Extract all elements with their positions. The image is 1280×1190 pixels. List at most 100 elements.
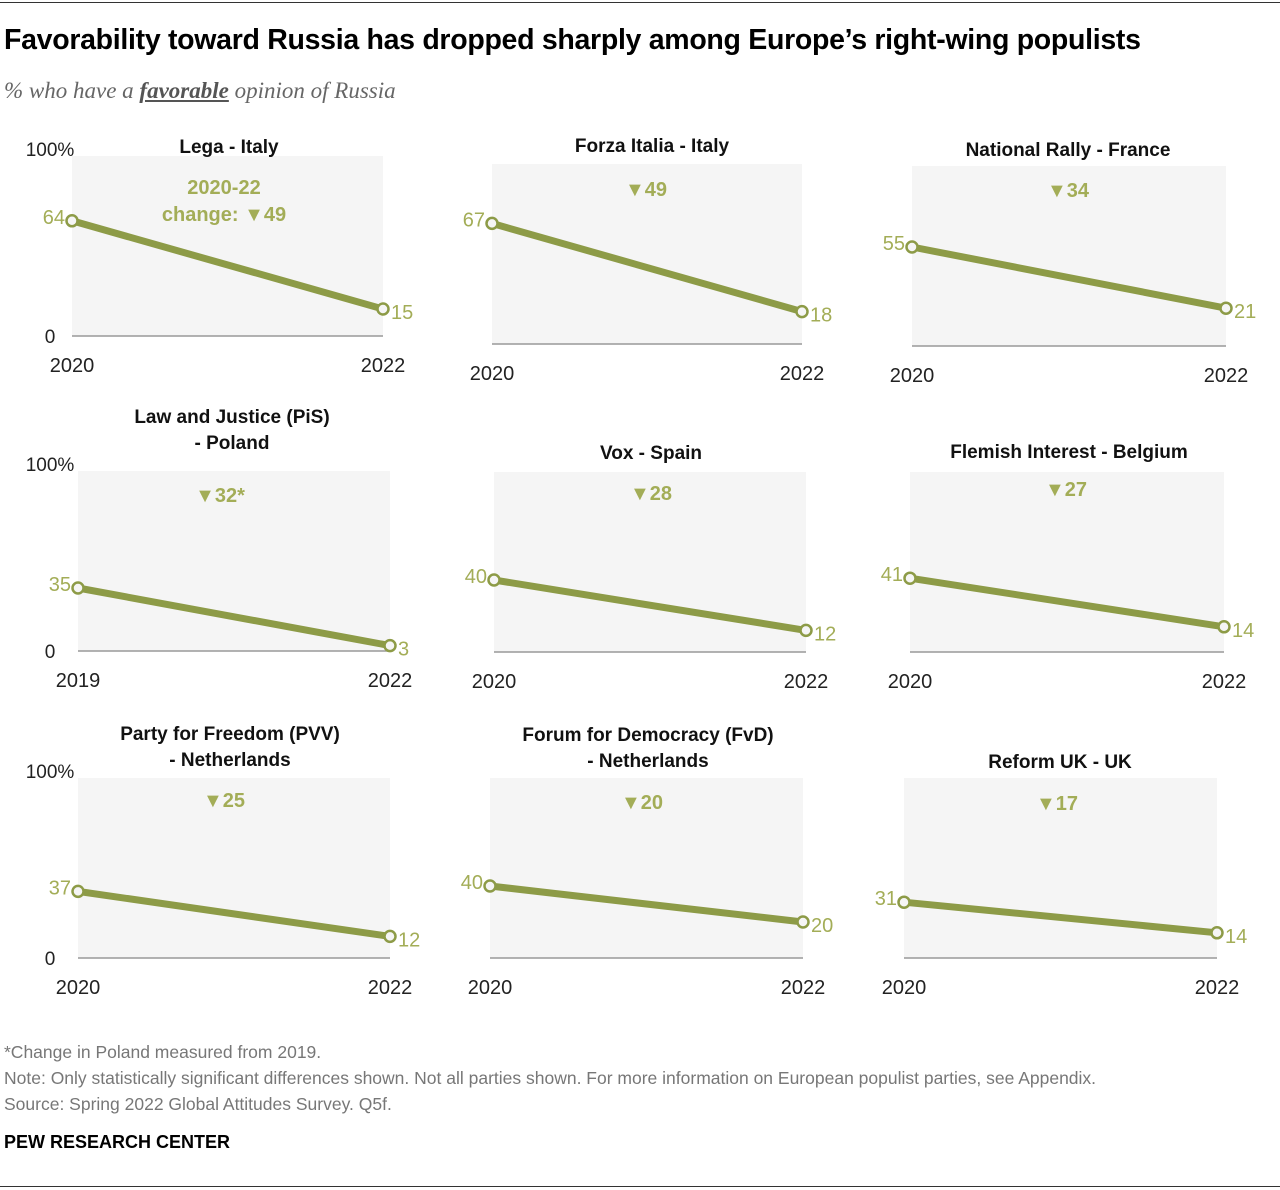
plot-area bbox=[492, 164, 802, 344]
data-point bbox=[65, 214, 79, 228]
panel-title: - Netherlands bbox=[169, 750, 290, 771]
data-label: 31 bbox=[875, 888, 897, 910]
panel-title: Lega - Italy bbox=[179, 137, 279, 158]
data-point bbox=[376, 302, 390, 316]
x-tick-label: 2020 bbox=[50, 355, 95, 377]
y-tick-label: 100% bbox=[26, 762, 75, 783]
footnote-poland: *Change in Poland measured from 2019. bbox=[4, 1042, 322, 1062]
top-rule bbox=[0, 2, 1280, 3]
bottom-rule bbox=[0, 1186, 1280, 1187]
x-tick-label: 2020 bbox=[56, 977, 101, 999]
data-label: 41 bbox=[881, 564, 903, 586]
data-label: 15 bbox=[391, 302, 413, 324]
x-tick-label: 2020 bbox=[890, 365, 935, 387]
data-point bbox=[487, 573, 501, 587]
y-tick-label: 0 bbox=[45, 327, 56, 348]
series-line bbox=[74, 584, 394, 650]
data-label: 18 bbox=[810, 305, 832, 327]
data-point bbox=[485, 216, 499, 231]
data-label: 12 bbox=[814, 623, 836, 645]
series-line bbox=[908, 243, 1230, 312]
data-point bbox=[897, 895, 911, 909]
data-point bbox=[383, 638, 397, 653]
change-label: ▼25 bbox=[203, 790, 245, 812]
data-label: 20 bbox=[811, 915, 833, 937]
subtitle-text: % who have a bbox=[4, 78, 140, 103]
data-label: 37 bbox=[49, 877, 71, 899]
data-point bbox=[383, 929, 397, 944]
x-tick-label: 2022 bbox=[780, 363, 825, 385]
data-label: 14 bbox=[1232, 620, 1254, 642]
data-point bbox=[903, 571, 917, 585]
change-label: change: ▼49 bbox=[162, 204, 286, 226]
data-label: 55 bbox=[883, 233, 905, 255]
x-tick-label: 2020 bbox=[472, 671, 517, 693]
change-label: ▼49 bbox=[625, 179, 667, 201]
x-tick-label: 2020 bbox=[470, 363, 515, 385]
change-label: ▼20 bbox=[621, 792, 663, 814]
plot-area bbox=[72, 156, 383, 336]
data-point bbox=[1210, 926, 1224, 940]
series-line bbox=[490, 576, 810, 634]
x-tick-label: 2020 bbox=[882, 977, 927, 999]
plot-area bbox=[490, 778, 803, 958]
data-point bbox=[795, 304, 809, 319]
x-tick-label: 2022 bbox=[1195, 977, 1240, 999]
subtitle-text: opinion of Russia bbox=[228, 78, 396, 103]
series-line bbox=[68, 217, 387, 313]
data-label: 35 bbox=[49, 574, 71, 596]
panel-title: Flemish Interest - Belgium bbox=[950, 442, 1188, 463]
footnote-source: Source: Spring 2022 Global Attitudes Sur… bbox=[4, 1094, 392, 1114]
series-line bbox=[900, 898, 1221, 937]
panel-title: Party for Freedom (PVV) bbox=[120, 724, 340, 745]
panel-title: - Netherlands bbox=[587, 751, 708, 772]
data-point bbox=[1217, 620, 1231, 634]
data-point bbox=[905, 240, 919, 254]
y-tick-label: 0 bbox=[45, 642, 56, 663]
x-tick-label: 2020 bbox=[888, 671, 933, 693]
data-point bbox=[71, 884, 85, 899]
data-label: 3 bbox=[398, 639, 409, 661]
data-point bbox=[483, 879, 497, 893]
series-line bbox=[906, 574, 1228, 631]
data-label: 40 bbox=[465, 566, 487, 588]
data-label: 67 bbox=[463, 209, 485, 231]
change-label: ▼32* bbox=[195, 485, 245, 507]
panel-title: National Rally - France bbox=[966, 140, 1171, 161]
change-label: ▼17 bbox=[1036, 793, 1078, 815]
x-tick-label: 2019 bbox=[56, 670, 101, 692]
x-tick-label: 2022 bbox=[368, 977, 413, 999]
panel-title: - Poland bbox=[195, 433, 270, 454]
x-tick-label: 2022 bbox=[781, 977, 826, 999]
panel-title: Reform UK - UK bbox=[988, 752, 1132, 773]
x-tick-label: 2022 bbox=[368, 670, 413, 692]
panel-title: Law and Justice (PiS) bbox=[134, 407, 329, 428]
footnote-note: Note: Only statistically significant dif… bbox=[4, 1068, 1097, 1088]
x-tick-label: 2022 bbox=[1204, 365, 1249, 387]
pew-logo-text: PEW RESEARCH CENTER bbox=[4, 1132, 231, 1152]
change-label: 2020-22 bbox=[187, 177, 260, 199]
change-label: ▼27 bbox=[1045, 479, 1087, 501]
x-tick-label: 2022 bbox=[1202, 671, 1247, 693]
subtitle-emphasis: favorable bbox=[139, 78, 229, 103]
panel-title: Vox - Spain bbox=[600, 443, 702, 464]
data-label: 12 bbox=[398, 929, 420, 951]
x-tick-label: 2022 bbox=[784, 671, 829, 693]
series-line bbox=[486, 882, 807, 926]
data-point bbox=[71, 581, 85, 595]
plot-area bbox=[78, 471, 390, 651]
data-point bbox=[796, 915, 810, 929]
change-label: ▼28 bbox=[630, 483, 672, 505]
series-line bbox=[488, 219, 806, 316]
data-label: 21 bbox=[1234, 301, 1256, 323]
x-tick-label: 2022 bbox=[361, 355, 406, 377]
chart-subtitle: % who have a favorable opinion of Russia bbox=[4, 78, 396, 104]
chart-title: Favorability toward Russia has dropped s… bbox=[4, 24, 1141, 56]
data-label: 40 bbox=[461, 872, 483, 894]
data-label: 14 bbox=[1225, 926, 1247, 948]
y-tick-label: 0 bbox=[45, 949, 56, 970]
data-label: 64 bbox=[43, 207, 65, 229]
data-point bbox=[799, 623, 813, 638]
x-tick-label: 2020 bbox=[468, 977, 513, 999]
